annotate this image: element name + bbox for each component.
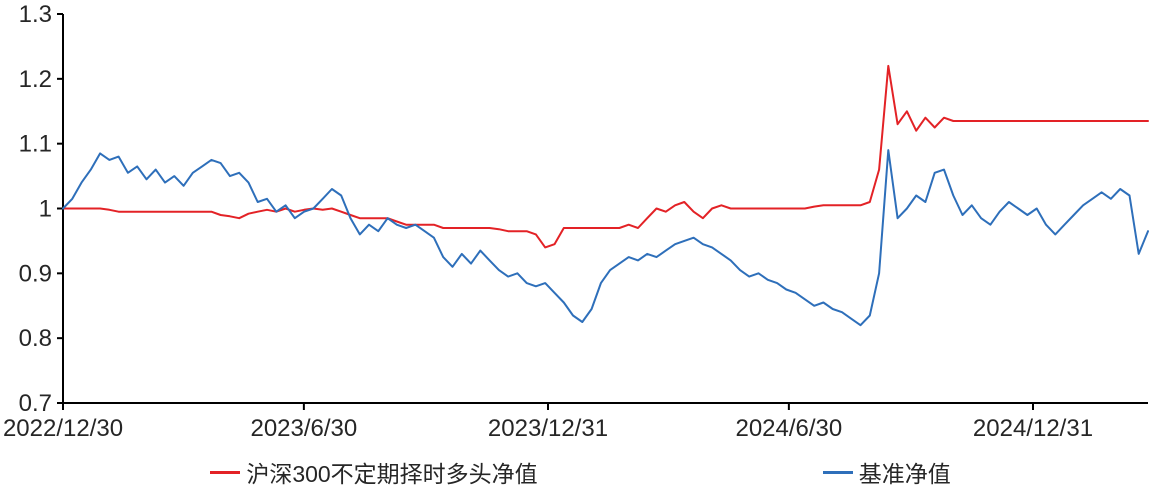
chart-canvas: 0.7 0.8 0.9 1 1.1 1.2 1.3 2022/12/30 2023/6/30 20…: [3, 1, 1149, 442]
y-tick-label: 1.1: [19, 131, 52, 158]
legend-item-strategy: 沪深300不定期择时多头净值: [210, 455, 538, 489]
strategy-line: [62, 64, 1149, 249]
x-tick-label: 2022/12/30: [3, 415, 123, 442]
x-tick-label: 2023/6/30: [250, 415, 357, 442]
y-tick-label: 0.9: [19, 260, 52, 287]
legend-label-strategy: 沪深300不定期择时多头净值: [246, 461, 538, 487]
x-tick-label: 2024/6/30: [735, 415, 842, 442]
x-tick-label: 2024/12/31: [973, 415, 1093, 442]
benchmark-line: [62, 149, 1149, 327]
x-tick-label: 2023/12/31: [488, 415, 608, 442]
legend: 沪深300不定期择时多头净值 基准净值: [0, 455, 1161, 489]
blue-line-swatch-icon: [822, 470, 853, 474]
y-tick-label: 0.8: [19, 325, 52, 352]
y-tick-label: 0.7: [19, 390, 52, 417]
red-line-swatch-icon: [210, 470, 241, 474]
y-tick-label: 1.3: [19, 1, 52, 28]
y-tick-label: 1: [39, 196, 52, 223]
legend-label-benchmark: 基准净值: [858, 461, 951, 487]
y-tick-label: 1.2: [19, 66, 52, 93]
legend-item-benchmark: 基准净值: [822, 455, 951, 489]
